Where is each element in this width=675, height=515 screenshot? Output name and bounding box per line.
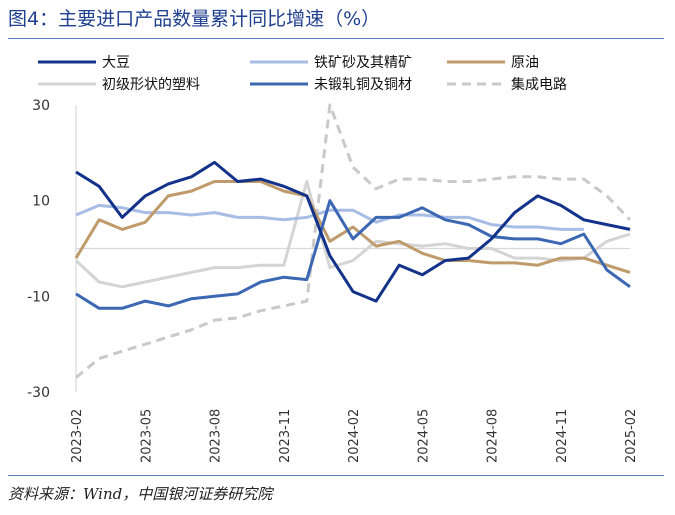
- series-line-3: [74, 180, 631, 289]
- x-tick-label: 2024-02: [347, 409, 362, 463]
- series-line-5: [75, 103, 632, 379]
- y-tick-label: 30: [32, 98, 50, 114]
- chart-title: 图4：主要进口产品数量累计同比增速（%）: [8, 8, 381, 30]
- legend-label: 铁矿砂及其精矿: [314, 55, 412, 71]
- legend-label: 原油: [511, 55, 539, 71]
- x-tick-label: 2024-11: [555, 409, 570, 463]
- y-axis-ticks: 30 10 -10 -30: [27, 98, 50, 401]
- legend-label: 集成电路: [511, 76, 567, 93]
- title-divider: [8, 38, 664, 39]
- series-line-0: [75, 160, 631, 303]
- y-tick-label: 10: [32, 194, 50, 210]
- series-line-1: [75, 203, 584, 231]
- x-tick-label: 2023-08: [209, 409, 224, 463]
- x-tick-label: 2023-11: [278, 409, 293, 463]
- source-divider: [8, 475, 664, 476]
- y-tick-label: -10: [27, 289, 50, 305]
- x-tick-label: 2024-08: [486, 409, 501, 463]
- legend-label: 初级形状的塑料: [102, 76, 200, 93]
- series-line-4: [75, 199, 631, 310]
- x-tick-label: 2025-02: [624, 409, 639, 463]
- x-axis-ticks: 2023-02 2023-05 2023-08 2023-11 2024-02 2024-…: [70, 409, 639, 463]
- x-tick-label: 2023-02: [70, 409, 85, 463]
- x-tick-label: 2023-05: [139, 409, 154, 463]
- x-tick-label: 2024-05: [416, 409, 431, 463]
- legend-label: 未锻轧铜及铜材: [314, 77, 412, 93]
- source-note: 资料来源：Wind，中国银河证券研究院: [8, 485, 273, 503]
- y-tick-label: -30: [27, 385, 50, 401]
- legend-label: 大豆: [102, 55, 130, 71]
- series-line-2: [74, 180, 631, 274]
- series-lines: [74, 103, 632, 379]
